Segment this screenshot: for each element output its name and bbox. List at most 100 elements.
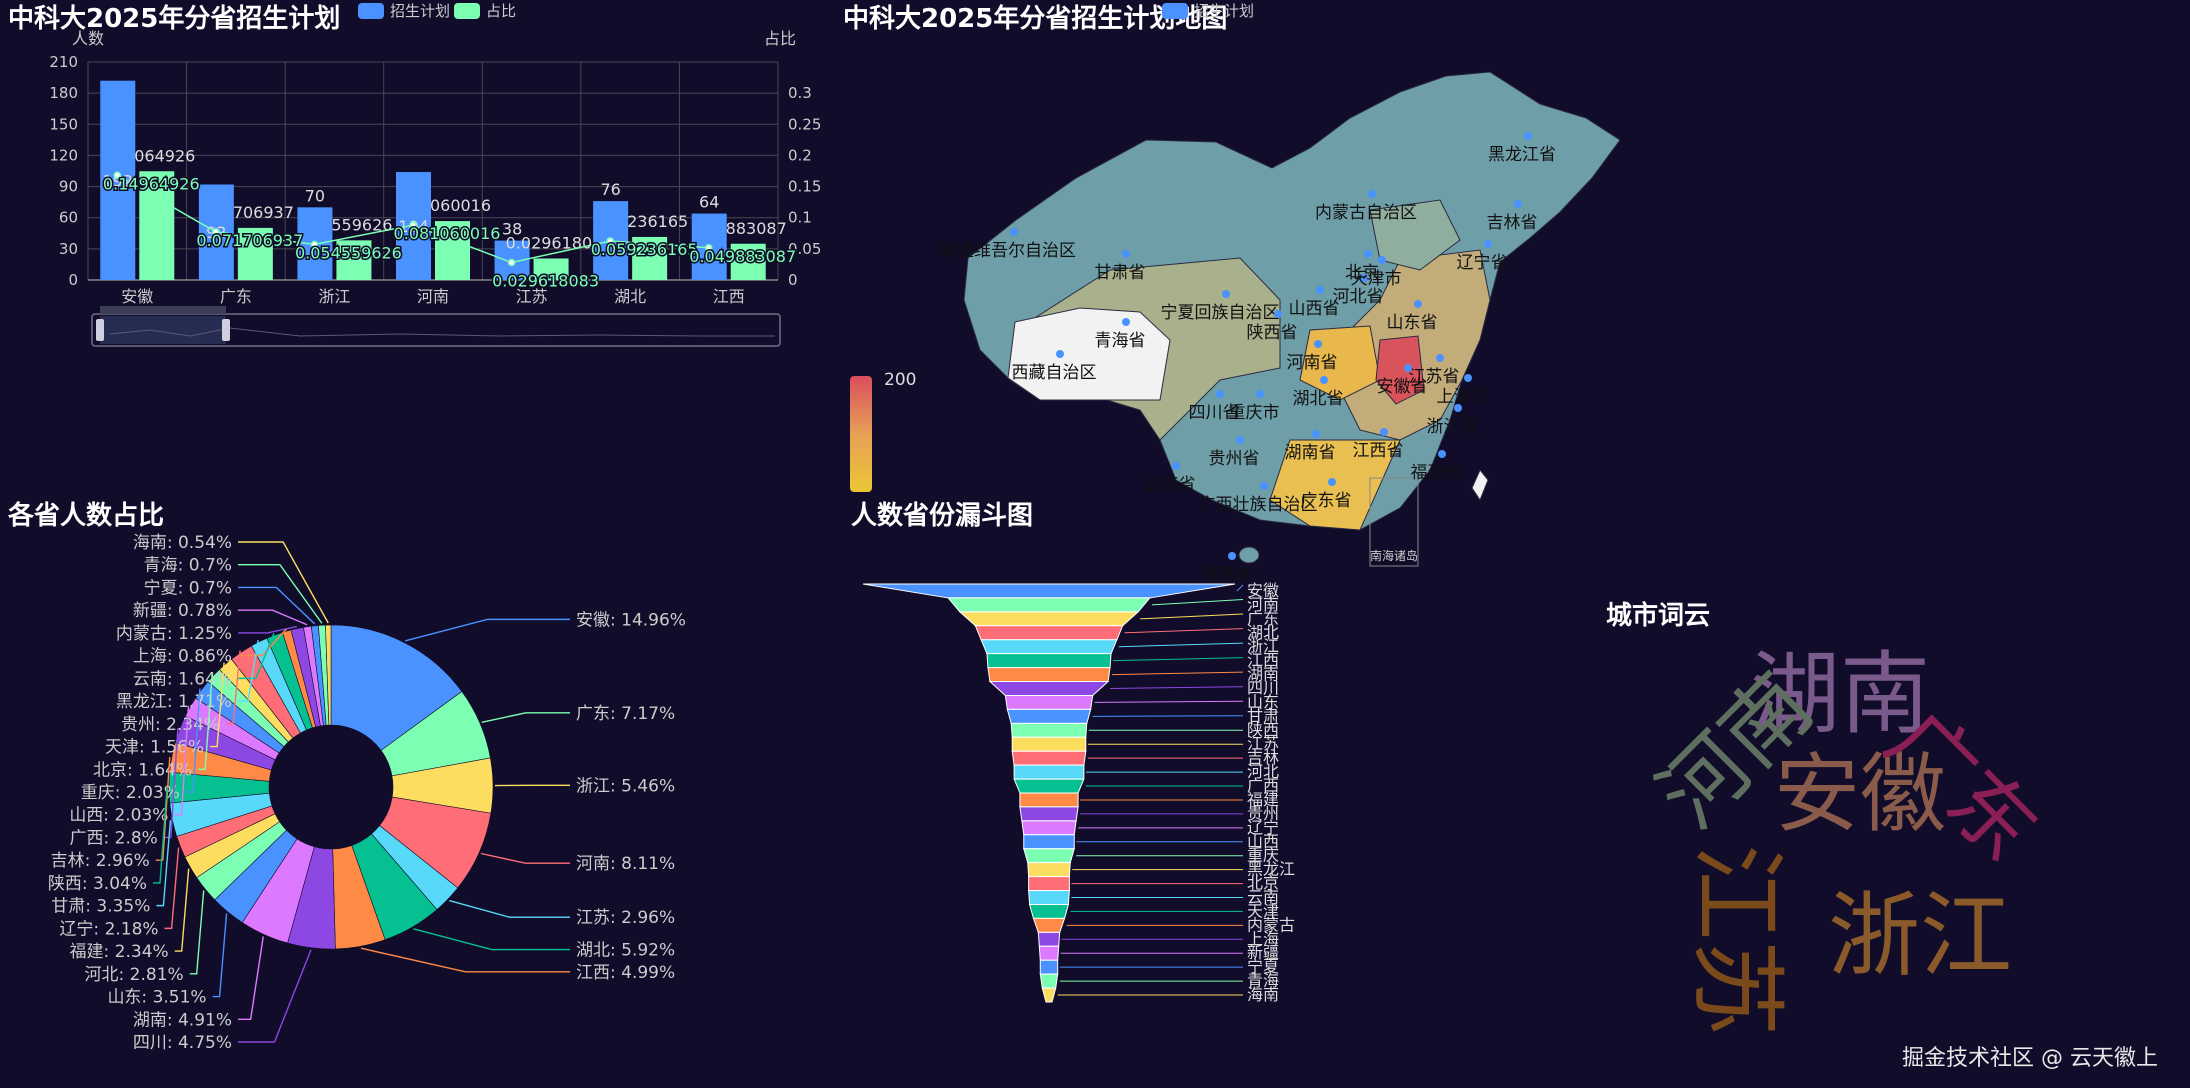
ratio-point <box>704 244 713 252</box>
pie-label: 山西: 2.03% <box>69 806 168 826</box>
pie-label: 福建: 2.34% <box>70 942 169 962</box>
bar-ratio <box>730 243 766 280</box>
ratio-line-label: 0.14964926 <box>103 174 200 193</box>
pie-label-line <box>163 728 179 839</box>
funnel-segment <box>958 611 1140 627</box>
map-point <box>1436 354 1444 362</box>
funnel-segment <box>974 625 1124 641</box>
funnel-segment <box>1013 764 1085 780</box>
pie-label-line <box>238 586 316 625</box>
funnel-segment <box>1037 931 1061 947</box>
map-region-label: 江西省 <box>1353 441 1404 461</box>
map-point <box>1414 300 1422 308</box>
ratio-line-label: 0.081060016 <box>394 224 501 243</box>
visual-map-bar <box>850 376 872 492</box>
funnel-label: 青海 <box>1247 971 1279 990</box>
pie-label: 天津: 1.56% <box>105 738 204 758</box>
pie-label: 吉林: 2.96% <box>51 851 150 871</box>
x-tick-label: 河南 <box>417 287 449 306</box>
y-axis-name: 人数 <box>72 29 104 48</box>
map-point <box>1056 350 1064 358</box>
map-legend-swatch <box>1162 3 1188 19</box>
pie-label: 北京: 1.64% <box>93 760 192 780</box>
pie-label: 湖南: 4.91% <box>133 1010 232 1030</box>
map-point <box>1464 374 1472 382</box>
legend-label-1: 占比 <box>486 2 516 20</box>
y2-axis-name: 占比 <box>764 29 796 48</box>
map-point <box>1122 318 1130 326</box>
funnel-label: 天津 <box>1247 901 1279 920</box>
pie-label-line <box>238 541 329 624</box>
map-region-label: 河北省 <box>1333 287 1384 307</box>
x-tick-label: 湖北 <box>614 287 646 306</box>
zoom-slider-sparkline <box>109 327 775 337</box>
funnel-label: 甘肃 <box>1247 706 1279 725</box>
legend-swatch-1 <box>454 3 480 19</box>
map-region-label: 海南省 <box>1201 565 1252 585</box>
bar-ratio <box>139 171 175 280</box>
funnel-label: 辽宁 <box>1247 818 1279 837</box>
map-region-label: 青海省 <box>1095 331 1146 351</box>
pie-label: 湖北: 5.92% <box>576 941 675 961</box>
ratio-bar-label: 559626 <box>331 215 392 234</box>
funnel-label-line <box>1151 599 1244 606</box>
bar-panel: 中科大2025年分省招生计划 招生计划 占比 人数 占比 0 0 30 0.05 60 0.1 90… <box>0 0 840 356</box>
funnel-segment <box>1027 862 1071 878</box>
ratio-bar-label: 060016 <box>430 196 491 215</box>
y-tick-label: 90 <box>59 178 78 196</box>
map-point <box>1222 290 1230 298</box>
ratio-line-label: 0.029618083 <box>492 271 599 290</box>
pie-label: 四川: 4.75% <box>133 1033 232 1053</box>
zoom-slider-track <box>91 313 781 347</box>
bar-value-label: 76 <box>600 180 620 199</box>
pie-label-line <box>212 913 228 998</box>
map-point <box>1236 436 1244 444</box>
pie-slice <box>330 624 463 751</box>
map-region-label: 黑龙江省 <box>1488 145 1556 165</box>
map-point <box>1312 430 1320 438</box>
bar-value-label: 192 <box>103 171 134 190</box>
map-point <box>1378 256 1386 264</box>
map-point <box>1260 482 1268 490</box>
map-region-label: 安徽省 <box>1377 377 1428 397</box>
map-region-label: 浙江省 <box>1427 417 1478 437</box>
footer-credit: 掘金技术社区 @ 云天徽上 <box>1902 1046 2158 1071</box>
map-point <box>1274 310 1282 318</box>
pie-label: 宁夏: 0.7% <box>144 578 232 598</box>
pie-title: 各省人数占比 <box>8 501 165 531</box>
pie-label-line <box>153 787 168 884</box>
funnel-segment <box>980 639 1118 655</box>
map-point <box>1368 190 1376 198</box>
pie-label-line <box>480 852 570 864</box>
pie-label: 甘肃: 3.35% <box>51 897 150 917</box>
bar-value-label: 70 <box>305 186 325 205</box>
y-tick-label: 180 <box>49 84 78 102</box>
zoom-slider-handle-bar <box>100 306 226 314</box>
map-point <box>1454 404 1462 412</box>
legend-label-0: 招生计划 <box>390 2 450 20</box>
x-tick-label: 江西 <box>713 287 745 306</box>
funnel-svg: 安徽河南广东湖北浙江江西湖南四川山东甘肃陕西江苏吉林河北广西福建贵州辽宁山西重庆… <box>862 581 1295 1004</box>
pie-label-line <box>155 756 171 861</box>
ratio-line-label: 0.049883087 <box>689 247 796 266</box>
map-region-label: 广西壮族自治区 <box>1199 495 1318 515</box>
map-region-label: 河南省 <box>1287 353 1338 373</box>
funnel-segment <box>1032 917 1066 933</box>
map-region-label: 山西省 <box>1289 299 1340 319</box>
map-region-label: 山东省 <box>1387 313 1438 333</box>
x-tick-label: 江苏 <box>516 287 548 306</box>
funnel-segment <box>1019 792 1079 808</box>
funnel-segment <box>1028 876 1070 892</box>
pie-label-line <box>156 820 172 907</box>
pie-label-line <box>174 868 190 952</box>
map-point <box>1256 390 1264 398</box>
region-north <box>1369 199 1461 271</box>
zoom-handle-left <box>96 319 104 341</box>
funnel-title: 人数省份漏斗图 <box>851 501 1034 531</box>
wordcloud-panel: 城市词云 湖南 河南 安徽 广东 江苏 浙江 <box>1600 590 2190 1088</box>
pie-label: 重庆: 2.03% <box>81 783 180 803</box>
bar-chart-title: 中科大2025年分省招生计划 <box>8 4 341 34</box>
map-point <box>1380 428 1388 436</box>
funnel-label: 吉林 <box>1247 748 1279 767</box>
